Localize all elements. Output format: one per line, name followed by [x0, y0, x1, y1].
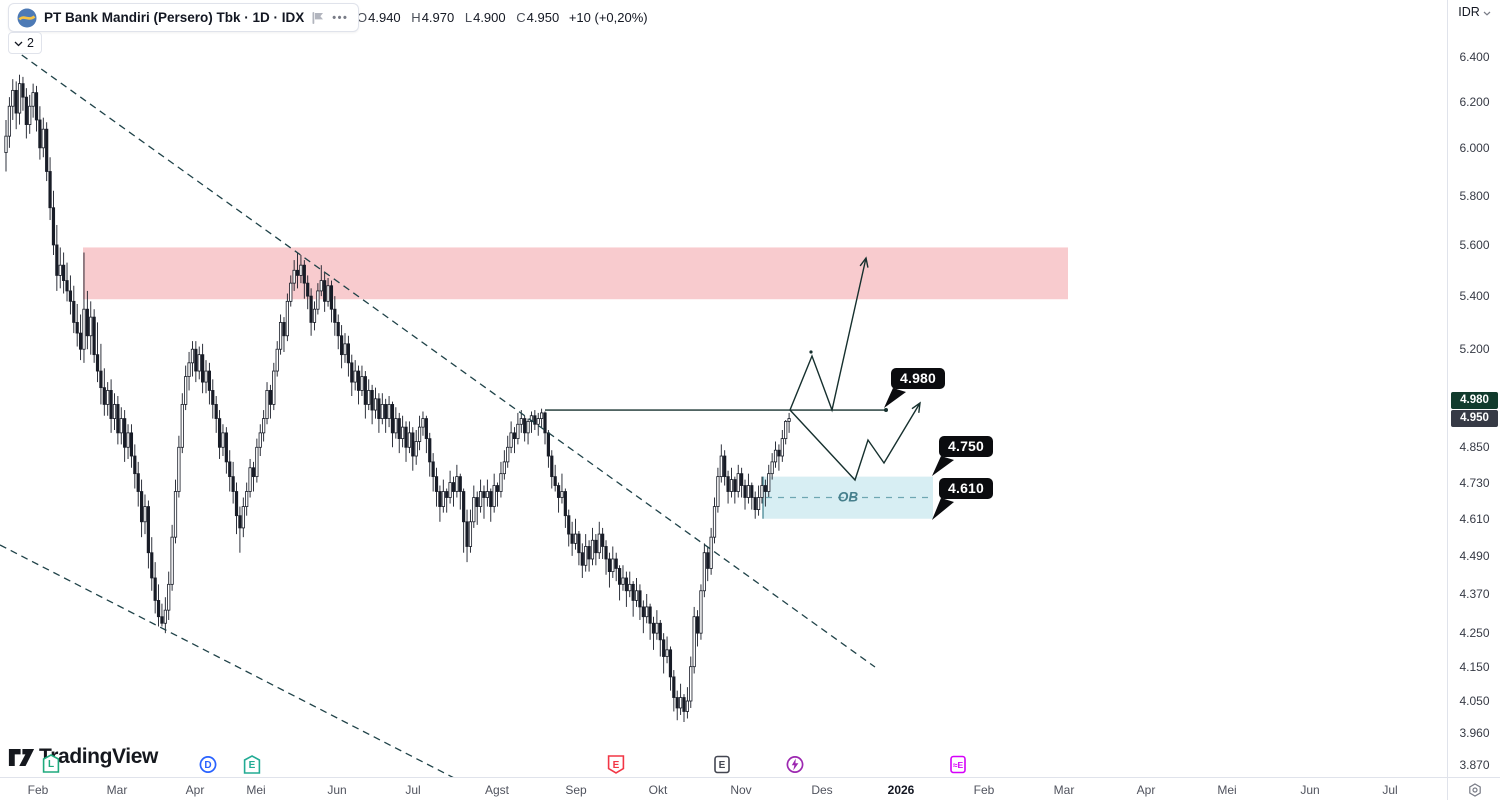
time-tick: Mar [106, 783, 128, 797]
time-tick: Jul [405, 783, 421, 797]
price-tick: 5.600 [1459, 237, 1490, 252]
low-label: L [464, 10, 473, 25]
line-price-badge: 4.980 [1451, 392, 1498, 410]
time-tick: Jun [327, 783, 347, 797]
earnings-icon[interactable]: E [607, 755, 625, 779]
tradingview-wordmark: TradingView [39, 745, 158, 768]
change-value: +10 (+0,20%) [568, 10, 648, 25]
svg-text:E: E [719, 760, 726, 771]
svg-text:D: D [204, 760, 211, 771]
price-tick: 4.850 [1459, 440, 1490, 455]
candlestick-chart[interactable]: OB [0, 0, 1447, 777]
candles [4, 74, 791, 723]
axis-settings-corner[interactable] [1447, 777, 1500, 800]
time-tick: Mei [246, 783, 266, 797]
time-tick: Apr [1136, 783, 1156, 797]
price-tick: 6.200 [1459, 94, 1490, 109]
price-callout[interactable]: 4.980 [891, 368, 946, 389]
high-value: 4.970 [421, 10, 455, 25]
price-tick: 6.400 [1459, 50, 1490, 64]
svg-text:E: E [249, 760, 256, 771]
dividend-icon[interactable]: D [199, 755, 217, 779]
symbol-title: PT Bank Mandiri (Persero) Tbk · 1D · IDX [44, 10, 305, 25]
tradingview-logo[interactable]: TradingView L [8, 745, 158, 773]
trendline[interactable] [11, 47, 876, 668]
projection-path-down[interactable] [789, 401, 921, 482]
flag-icon[interactable] [311, 11, 325, 25]
time-tick: Apr [185, 783, 205, 797]
low-value: 4.900 [473, 10, 506, 25]
tradingview-mark-icon [8, 747, 35, 768]
time-tick: Feb [973, 783, 995, 797]
price-tick: 4.050 [1459, 693, 1490, 708]
price-tick: 4.730 [1459, 475, 1490, 490]
time-tick: Sep [565, 783, 587, 797]
price-tick: 4.370 [1459, 586, 1490, 601]
price-axis[interactable]: IDR 6.400 6.200 6.000 5.800 5.600 5.400 5.200 4… [1447, 0, 1500, 777]
symbol-legend[interactable]: PT Bank Mandiri (Persero) Tbk · 1D · IDX… [8, 3, 360, 32]
time-tick: Okt [648, 783, 668, 797]
price-tick: 5.200 [1459, 342, 1490, 357]
callout-tail [932, 498, 954, 520]
price-tick: 5.400 [1459, 289, 1490, 304]
price-callout[interactable]: 4.750 [939, 436, 994, 457]
svg-text:E: E [613, 760, 620, 771]
time-tick: Agst [484, 783, 510, 797]
price-tick: 3.960 [1459, 725, 1490, 740]
object-tree-button[interactable]: 2 [8, 32, 42, 54]
callout-tail [884, 388, 906, 408]
open-value: 4.940 [368, 10, 401, 25]
gear-icon[interactable] [1468, 782, 1482, 797]
earnings-icon[interactable]: E [713, 755, 731, 779]
high-label: H [411, 10, 421, 25]
callout-tail [932, 456, 954, 476]
time-tick: Nov [730, 783, 752, 797]
more-options-icon[interactable]: ••• [332, 11, 349, 24]
price-callout[interactable]: 4.610 [939, 478, 994, 499]
price-tick: 4.490 [1459, 548, 1490, 563]
last-price-badge: 4.950 [1451, 410, 1498, 428]
close-value: 4.950 [526, 10, 560, 25]
currency-selector[interactable]: IDR [1448, 5, 1500, 19]
time-tick: Jun [1300, 783, 1320, 797]
svg-text:L: L [48, 759, 54, 770]
time-tick: Mei [1217, 783, 1237, 797]
flash-event-icon[interactable] [786, 755, 804, 779]
symbol-logo [17, 8, 37, 28]
chevron-down-icon [14, 36, 23, 50]
ohlc-readout: O4.940 H4.970 L4.900 C4.950 +10 (+0,20%) [350, 10, 648, 25]
object-count: 2 [27, 36, 34, 50]
svg-text:≈E: ≈E [953, 760, 964, 770]
earnings-estimate-icon[interactable]: ≈E [949, 755, 967, 779]
currency-label: IDR [1458, 5, 1480, 19]
order-block-label: OB [838, 490, 859, 505]
time-tick: Mar [1053, 783, 1075, 797]
line-anchor-dot [884, 408, 888, 412]
supply-zone[interactable] [83, 247, 1068, 300]
time-tick: Feb [27, 783, 49, 797]
time-axis[interactable]: Feb Mar Apr Mei Jun Jul Agst Sep Okt Nov Des 2026 Fe… [0, 777, 1447, 800]
event-l-icon[interactable]: L [42, 754, 60, 778]
price-tick: 4.250 [1459, 626, 1490, 641]
price-tick: 4.150 [1459, 659, 1490, 674]
price-tick: 4.610 [1459, 511, 1490, 526]
trendline[interactable] [0, 544, 497, 777]
price-tick: 5.800 [1459, 188, 1490, 203]
earnings-icon[interactable]: E [243, 755, 261, 779]
projection-anchor-dot [809, 350, 813, 354]
price-tick: 6.000 [1459, 140, 1490, 155]
time-tick: Jul [1382, 783, 1398, 797]
time-tick: Des [811, 783, 833, 797]
time-tick: 2026 [887, 783, 915, 797]
chevron-down-icon [1483, 5, 1491, 19]
close-label: C [516, 10, 526, 25]
price-tick: 3.870 [1459, 757, 1490, 772]
projection-path-up[interactable] [789, 256, 869, 413]
open-label: O [357, 10, 368, 25]
